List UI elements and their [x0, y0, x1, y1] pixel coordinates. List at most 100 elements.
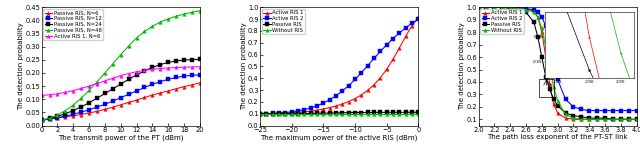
- Active RIS 1, N=6: [125, 73, 132, 75]
- Active RIS 2: [396, 32, 403, 34]
- Without RIS: [396, 113, 403, 115]
- Passive RIS, N=48: [77, 97, 85, 99]
- Without RIS: [542, 46, 550, 48]
- Active RIS 1: [319, 108, 327, 110]
- Active RIS 2: [389, 38, 397, 40]
- Passive RIS, N=6: [125, 101, 132, 103]
- Passive RIS, N=48: [117, 54, 125, 56]
- Line: Active RIS 1, N=6: Active RIS 1, N=6: [40, 65, 202, 97]
- Without RIS: [364, 113, 372, 115]
- Passive RIS: [339, 112, 346, 114]
- Passive RIS: [282, 113, 289, 115]
- Active RIS 2: [256, 113, 264, 115]
- Passive RIS: [364, 111, 372, 113]
- Active RIS 1: [294, 111, 302, 113]
- Active RIS 1: [358, 94, 365, 96]
- Passive RIS, N=48: [196, 10, 204, 12]
- Without RIS: [351, 113, 359, 115]
- Active RIS 2: [383, 44, 390, 46]
- Active RIS 1: [339, 103, 346, 105]
- Without RIS: [358, 113, 365, 115]
- X-axis label: The transmit power of the PT (dBm): The transmit power of the PT (dBm): [58, 134, 184, 141]
- Passive RIS: [332, 112, 340, 114]
- Passive RIS, N=6: [132, 99, 140, 101]
- Passive RIS: [593, 117, 601, 119]
- Passive RIS, N=6: [148, 94, 156, 96]
- Passive RIS, N=24: [69, 110, 77, 112]
- Passive RIS, N=12: [85, 109, 93, 111]
- Passive RIS, N=24: [61, 113, 69, 115]
- Passive RIS, N=24: [85, 102, 93, 104]
- Passive RIS, N=48: [148, 25, 156, 27]
- Active RIS 2: [506, 6, 514, 8]
- Passive RIS: [275, 113, 283, 115]
- Active RIS 1: [602, 118, 609, 120]
- Passive RIS, N=6: [188, 84, 196, 86]
- Passive RIS: [483, 6, 490, 8]
- Passive RIS: [408, 111, 416, 113]
- Active RIS 1: [562, 117, 570, 119]
- Active RIS 1, N=6: [148, 68, 156, 70]
- Active RIS 1, N=6: [38, 94, 45, 96]
- Passive RIS: [256, 113, 264, 115]
- Active RIS 2: [534, 11, 541, 13]
- Passive RIS: [562, 112, 570, 114]
- Active RIS 1: [522, 8, 530, 10]
- Active RIS 2: [262, 113, 270, 115]
- Active RIS 1, N=6: [164, 67, 172, 69]
- Without RIS: [345, 113, 353, 115]
- Active RIS 1: [609, 118, 617, 120]
- Active RIS 2: [339, 90, 346, 92]
- Active RIS 2: [490, 6, 498, 8]
- Without RIS: [609, 118, 617, 120]
- Passive RIS: [499, 6, 506, 8]
- Passive RIS, N=12: [101, 103, 109, 105]
- Passive RIS, N=6: [69, 115, 77, 117]
- Passive RIS, N=12: [157, 81, 164, 83]
- Legend: Passive RIS, N=6, Passive RIS, N=12, Passive RIS, N=24, Passive RIS, N=48, Activ: Passive RIS, N=6, Passive RIS, N=12, Pas…: [43, 9, 103, 40]
- Passive RIS: [396, 111, 403, 113]
- Active RIS 1: [554, 112, 561, 114]
- Without RIS: [554, 100, 561, 102]
- Passive RIS, N=12: [164, 78, 172, 80]
- Active RIS 1: [538, 31, 546, 33]
- Active RIS 1: [499, 6, 506, 8]
- Active RIS 1, N=6: [141, 69, 148, 71]
- Passive RIS, N=6: [54, 117, 61, 119]
- Active RIS 1: [408, 25, 416, 27]
- Active RIS 2: [307, 107, 314, 109]
- Passive RIS: [345, 112, 353, 114]
- Active RIS 2: [562, 98, 570, 100]
- Active RIS 2: [313, 105, 321, 107]
- Active RIS 2: [345, 85, 353, 87]
- Active RIS 1: [550, 103, 557, 105]
- Without RIS: [602, 118, 609, 120]
- Passive RIS, N=48: [157, 21, 164, 23]
- Active RIS 1: [288, 112, 296, 114]
- Active RIS 2: [301, 109, 308, 110]
- Active RIS 1: [415, 16, 422, 18]
- Passive RIS: [269, 113, 276, 115]
- Passive RIS: [389, 111, 397, 113]
- Passive RIS, N=48: [61, 110, 69, 112]
- Active RIS 2: [538, 16, 546, 18]
- Passive RIS: [534, 36, 541, 38]
- Active RIS 1, N=6: [180, 66, 188, 68]
- Active RIS 1, N=6: [69, 90, 77, 92]
- Legend: Active RIS 1, Active RIS 2, Passive RIS, Without RIS: Active RIS 1, Active RIS 2, Passive RIS,…: [480, 9, 524, 34]
- Passive RIS: [490, 6, 498, 8]
- Passive RIS, N=48: [45, 117, 53, 119]
- Active RIS 2: [577, 108, 585, 110]
- Passive RIS, N=12: [69, 113, 77, 115]
- Without RIS: [262, 113, 270, 115]
- Active RIS 1: [301, 111, 308, 113]
- Passive RIS, N=12: [125, 93, 132, 95]
- Active RIS 1, N=6: [188, 66, 196, 68]
- Passive RIS: [522, 11, 530, 13]
- Passive RIS, N=24: [188, 59, 196, 61]
- Passive RIS: [288, 113, 296, 115]
- Without RIS: [522, 9, 530, 11]
- Passive RIS, N=6: [196, 82, 204, 84]
- Without RIS: [514, 8, 522, 10]
- Passive RIS: [313, 112, 321, 114]
